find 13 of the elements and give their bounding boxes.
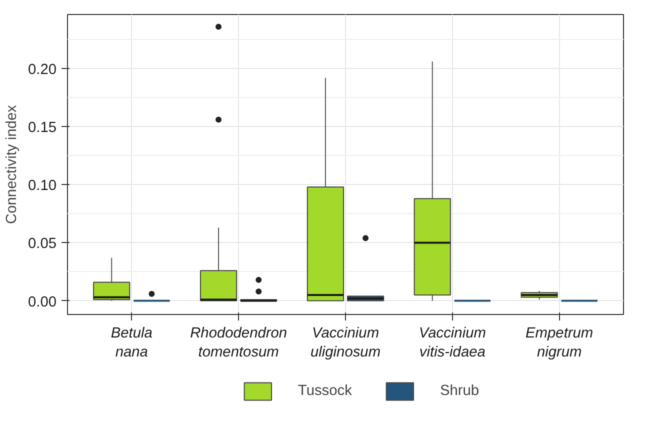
legend-label: Shrub	[440, 383, 480, 399]
x-tick-label: Rhododendron tomentosum	[190, 326, 288, 361]
legend-label: Tussock	[298, 383, 352, 399]
x-tick-label: Vaccinium vitis-idaea	[418, 326, 486, 361]
y-axis-title: Connectivity index	[4, 104, 20, 224]
y-tick-label: 0.10	[28, 178, 57, 194]
x-tick-label: Vaccinium uliginosum	[310, 326, 381, 361]
y-tick-label: 0.05	[28, 236, 57, 252]
y-tick-label: 0.00	[28, 294, 57, 310]
y-tick-label: 0.20	[28, 62, 57, 78]
x-tick-label: Betula nana	[110, 326, 152, 361]
x-tick-label: Empetrum nigrum	[526, 326, 594, 361]
y-tick-label: 0.15	[28, 120, 57, 136]
